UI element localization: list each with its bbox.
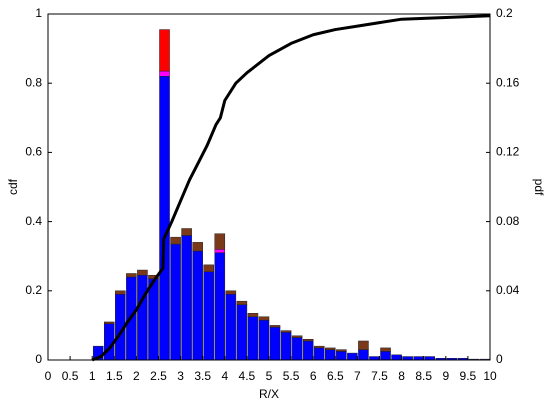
- y-tick-label: 0: [35, 352, 42, 366]
- histogram-bar: [236, 304, 248, 361]
- x-tick-label: 1.5: [106, 369, 123, 383]
- y-tick-label: 1: [35, 6, 42, 20]
- x-tick-label: 5.5: [283, 369, 300, 383]
- y2-tick-label: 0.08: [496, 214, 520, 228]
- histogram-bar: [148, 278, 159, 361]
- histogram-bar: [347, 352, 358, 361]
- y2-tick-label: 0.2: [496, 6, 513, 20]
- x-tick-label: 2.5: [150, 369, 167, 383]
- histogram-bar: [280, 330, 292, 333]
- histogram-bar: [280, 332, 292, 361]
- x-tick-label: 2: [133, 369, 140, 383]
- histogram-bar: [325, 347, 336, 350]
- histogram-bar: [302, 340, 314, 361]
- histogram-bar: [225, 294, 237, 361]
- histogram-bar: [380, 351, 391, 361]
- x-tick-label: 9: [442, 369, 449, 383]
- x-tick-label: 8: [398, 369, 405, 383]
- histogram-bar: [258, 319, 270, 361]
- x-tick-label: 1: [89, 369, 96, 383]
- y2-tick-label: 0: [496, 352, 503, 366]
- y2-axis-label: pdf: [532, 179, 546, 196]
- x-tick-label: 9.5: [460, 369, 477, 383]
- histogram-bar: [159, 70, 170, 77]
- histogram-bar: [192, 250, 203, 361]
- histogram-bar: [148, 274, 159, 279]
- y-tick-label: 0.2: [25, 283, 42, 297]
- x-tick-label: 7.5: [371, 369, 388, 383]
- histogram-bar: [104, 321, 115, 324]
- y2-tick-label: 0.04: [496, 283, 520, 297]
- histogram-bar: [358, 349, 369, 361]
- plot-area: [48, 14, 490, 360]
- histogram-bar: [325, 349, 336, 361]
- histogram-bar: [137, 269, 148, 276]
- histogram-bar: [402, 356, 413, 361]
- histogram-bar: [137, 274, 148, 361]
- x-tick-label: 10: [483, 369, 497, 383]
- histogram-bar: [358, 340, 369, 350]
- histogram-bar: [258, 316, 270, 321]
- x-tick-label: 7: [354, 369, 361, 383]
- histogram-bar: [126, 273, 137, 278]
- y-tick-label: 0.8: [25, 75, 42, 89]
- x-tick-label: 5: [266, 369, 273, 383]
- x-tick-label: 8.5: [415, 369, 432, 383]
- x-tick-label: 0.5: [62, 369, 79, 383]
- y2-tick-label: 0.12: [496, 145, 520, 159]
- histogram-bar: [336, 349, 347, 352]
- histogram-bar: [247, 313, 259, 318]
- histogram-bar: [225, 290, 237, 295]
- y2-tick-label: 0.16: [496, 75, 520, 89]
- histogram-bar: [313, 347, 325, 361]
- histogram-bar: [380, 347, 391, 352]
- y-tick-label: 0.4: [25, 214, 42, 228]
- histogram-bar: [413, 356, 424, 361]
- histogram-bar: [291, 335, 303, 338]
- histogram-bar: [269, 325, 281, 328]
- histogram-bar: [170, 236, 181, 245]
- x-tick-label: 3.5: [194, 369, 211, 383]
- histogram-bar: [170, 243, 181, 361]
- histogram-bar: [203, 271, 214, 361]
- histogram-bar: [291, 337, 303, 361]
- x-tick-label: 4.5: [239, 369, 256, 383]
- histogram-bar: [115, 290, 126, 295]
- histogram-bar: [313, 345, 325, 349]
- histogram-bar: [269, 326, 281, 361]
- histogram-bar: [159, 29, 170, 72]
- histogram-bar: [181, 228, 192, 236]
- histogram-bar: [336, 351, 347, 361]
- histogram-bar: [391, 354, 402, 361]
- x-axis-label: R/X: [259, 387, 279, 401]
- cdf-line: [91, 14, 491, 362]
- y-axis-label: cdf: [6, 178, 20, 195]
- histogram-bar: [159, 76, 170, 361]
- histogram-bar: [214, 252, 226, 361]
- histogram-bar: [181, 235, 192, 361]
- histogram-bar: [192, 242, 203, 252]
- histogram-bar: [203, 264, 214, 273]
- y-tick-label: 0.6: [25, 145, 42, 159]
- histogram-bar: [247, 316, 259, 361]
- histogram-bar: [369, 356, 380, 361]
- x-tick-label: 6.5: [327, 369, 344, 383]
- histogram-bar: [214, 233, 226, 250]
- histogram-bar: [302, 338, 314, 342]
- x-tick-label: 4: [221, 369, 228, 383]
- histogram-bar: [424, 356, 436, 361]
- histogram-bar: [214, 249, 226, 253]
- x-tick-label: 6: [310, 369, 317, 383]
- x-tick-label: 0: [45, 369, 52, 383]
- x-tick-label: 3: [177, 369, 184, 383]
- histogram-bar: [236, 300, 248, 305]
